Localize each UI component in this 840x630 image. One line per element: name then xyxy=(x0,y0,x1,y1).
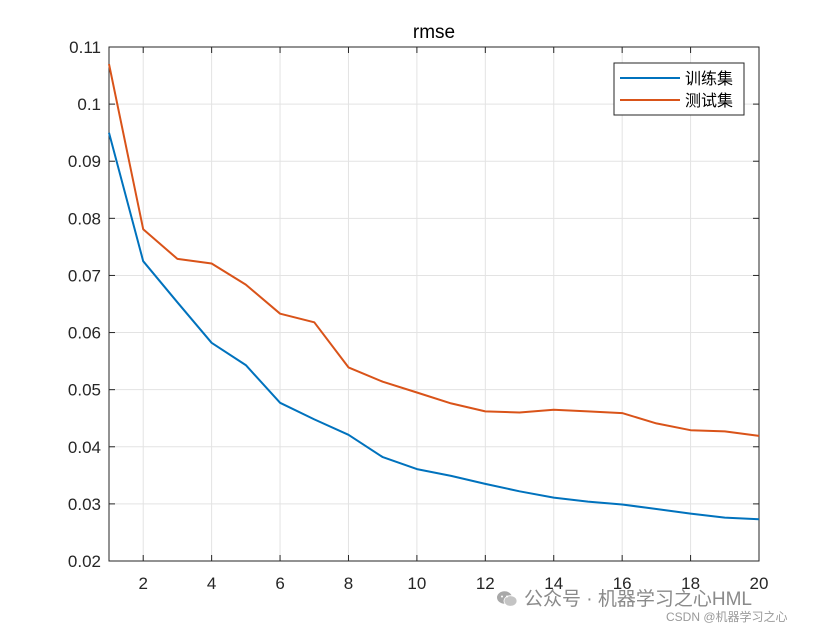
y-tick-label: 0.07 xyxy=(68,266,101,285)
x-tick-label: 2 xyxy=(138,574,147,593)
y-tick-label: 0.1 xyxy=(77,95,101,114)
plot-area-border xyxy=(108,46,760,562)
x-tick-label: 4 xyxy=(207,574,216,593)
legend-label: 训练集 xyxy=(685,70,733,88)
x-tick-label: 20 xyxy=(750,574,769,593)
y-tick-label: 0.03 xyxy=(68,495,101,514)
grid-lines xyxy=(109,46,760,562)
x-tick-label: 18 xyxy=(681,574,700,593)
watermark-sub: CSDN @机器学习之心 xyxy=(666,610,788,624)
y-tick-label: 0.02 xyxy=(68,552,101,571)
series-line-train xyxy=(108,132,760,521)
series-line-test xyxy=(108,63,760,437)
legend-box xyxy=(613,62,745,116)
x-tick-label: 14 xyxy=(544,574,563,593)
y-tick-label: 0.04 xyxy=(68,438,101,457)
y-tick-label: 0.08 xyxy=(68,209,101,228)
x-tick-label: 16 xyxy=(613,574,632,593)
y-tick-label: 0.06 xyxy=(68,324,101,343)
wechat-icon xyxy=(497,591,518,607)
y-tick-label: 0.05 xyxy=(68,381,101,400)
x-tick-label: 12 xyxy=(476,574,495,593)
series-lines xyxy=(108,63,760,521)
axis-ticks: 2 4 6 8 10 12 14 16 18 20 0.02 0.03 0.04 0.05 0.06 0.07… xyxy=(68,38,769,593)
x-tick-label: 8 xyxy=(344,574,353,593)
x-tick-label: 10 xyxy=(407,574,426,593)
y-tick-label: 0.11 xyxy=(69,38,101,57)
x-tick-label: 6 xyxy=(275,574,284,593)
y-tick-label: 0.09 xyxy=(68,152,101,171)
chart-title: rmse xyxy=(413,22,455,43)
watermark-main-text: 公众号 · 机器学习之心HML xyxy=(524,589,753,610)
watermark-main: 公众号 · 机器学习之心HML xyxy=(496,584,752,611)
legend-label: 测试集 xyxy=(685,92,733,110)
